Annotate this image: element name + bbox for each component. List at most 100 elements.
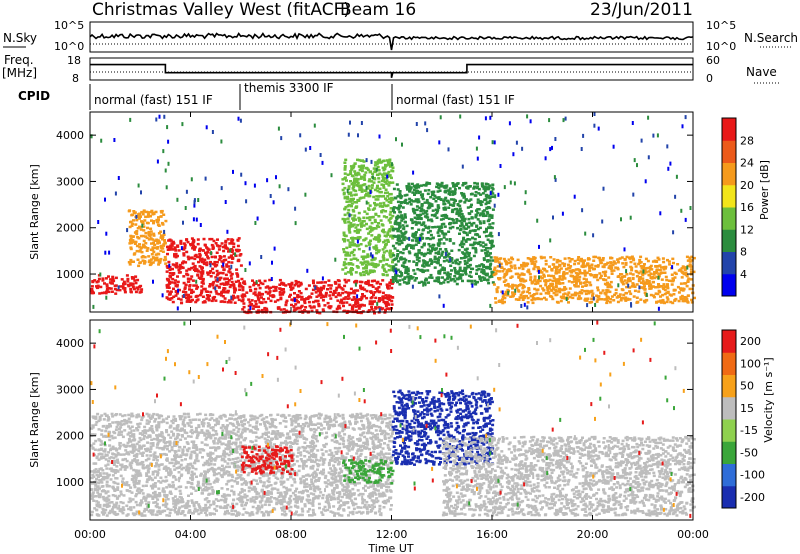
heatmap-cell — [567, 263, 570, 267]
heatmap-cell — [594, 303, 597, 307]
heatmap-cell — [463, 268, 467, 272]
heatmap-cell — [167, 297, 170, 301]
heatmap-cell — [435, 216, 439, 219]
heatmap-cell — [399, 251, 403, 254]
heatmap-cell — [160, 234, 163, 237]
heatmap-cell — [191, 247, 195, 250]
heatmap-cell — [254, 293, 258, 297]
heatmap-cell — [527, 268, 531, 272]
heatmap-cell — [92, 304, 95, 309]
heatmap-cell — [489, 247, 493, 250]
heatmap-cell — [237, 279, 240, 283]
heatmap-cell — [441, 232, 445, 235]
heatmap-cell — [362, 219, 366, 223]
heatmap-cell — [489, 231, 493, 235]
heatmap-cell — [145, 249, 149, 252]
heatmap-cell — [148, 428, 152, 432]
heatmap-cell — [362, 441, 366, 445]
heatmap-cell — [586, 297, 590, 300]
heatmap-cell — [382, 254, 385, 257]
heatmap-cell — [120, 278, 124, 281]
heatmap-cell — [680, 208, 683, 213]
heatmap-cell — [403, 194, 407, 197]
heatmap-cell — [653, 276, 656, 280]
heatmap-cell — [356, 311, 360, 314]
heatmap-cell — [224, 245, 227, 249]
heatmap-cell — [159, 244, 163, 248]
heatmap-cell — [454, 199, 457, 202]
heatmap-cell — [388, 228, 392, 231]
heatmap-cell — [215, 264, 219, 267]
heatmap-cell — [671, 265, 674, 270]
heatmap-cell — [315, 309, 319, 312]
heatmap-cell — [155, 427, 159, 430]
heatmap-cell — [484, 198, 488, 201]
heatmap-cell — [151, 261, 155, 264]
heatmap-cell — [387, 294, 391, 297]
heatmap-cell — [437, 280, 441, 284]
ytick-label: 1000 — [56, 268, 84, 281]
heatmap-cell — [624, 296, 628, 299]
heatmap-cell — [386, 238, 390, 242]
heatmap-cell — [230, 489, 234, 493]
heatmap-cell — [260, 296, 263, 299]
heatmap-cell — [127, 484, 131, 487]
heatmap-cell — [173, 281, 177, 285]
heatmap-cell — [357, 158, 361, 162]
heatmap-cell — [227, 270, 231, 273]
heatmap-cell — [388, 251, 392, 255]
heatmap-cell — [264, 440, 268, 443]
heatmap-cell — [380, 210, 384, 214]
heatmap-cell — [463, 248, 467, 251]
heatmap-cell — [445, 250, 449, 253]
heatmap-cell — [437, 259, 440, 262]
heatmap-cell — [370, 284, 374, 287]
heatmap-cell — [255, 280, 258, 285]
heatmap-cell — [391, 252, 395, 255]
heatmap-cell — [240, 277, 244, 281]
heatmap-cell — [196, 285, 200, 289]
heatmap-cell — [415, 205, 419, 208]
heatmap-cell — [297, 422, 300, 426]
heatmap-cell — [224, 435, 227, 439]
heatmap-cell — [608, 301, 612, 304]
heatmap-cell — [114, 292, 118, 295]
heatmap-cell — [171, 240, 175, 244]
heatmap-cell — [603, 274, 607, 277]
heatmap-cell — [635, 283, 639, 286]
heatmap-cell — [196, 242, 200, 246]
heatmap-cell — [645, 292, 648, 297]
heatmap-cell — [93, 279, 97, 282]
heatmap-cell — [132, 443, 136, 446]
heatmap-cell — [437, 196, 441, 199]
heatmap-cell — [398, 192, 402, 196]
heatmap-cell — [470, 267, 473, 271]
heatmap-cell — [486, 260, 489, 263]
heatmap-cell — [365, 260, 369, 263]
heatmap-cell — [143, 260, 147, 264]
heatmap-cell — [190, 266, 194, 270]
heatmap-cell — [603, 272, 607, 276]
heatmap-cell — [230, 485, 234, 488]
heatmap-cell — [167, 279, 171, 282]
heatmap-cell — [622, 293, 626, 297]
heatmap-cell — [676, 263, 680, 266]
heatmap-cell — [438, 140, 441, 145]
heatmap-cell — [415, 255, 419, 259]
heatmap-cell — [411, 200, 415, 203]
heatmap-cell — [436, 276, 440, 279]
heatmap-cell — [206, 290, 209, 293]
heatmap-cell — [214, 256, 217, 259]
heatmap-cell — [290, 283, 293, 286]
heatmap-cell — [207, 506, 211, 509]
heatmap-cell — [580, 257, 583, 261]
heatmap-cell — [256, 297, 260, 300]
heatmap-cell — [400, 232, 404, 235]
heatmap-cell — [627, 283, 630, 288]
heatmap-cell — [490, 216, 494, 219]
heatmap-cell — [90, 470, 94, 473]
heatmap-cell — [651, 280, 655, 284]
heatmap-cell — [420, 232, 424, 236]
heatmap-cell — [540, 276, 544, 280]
heatmap-cell — [420, 237, 424, 240]
